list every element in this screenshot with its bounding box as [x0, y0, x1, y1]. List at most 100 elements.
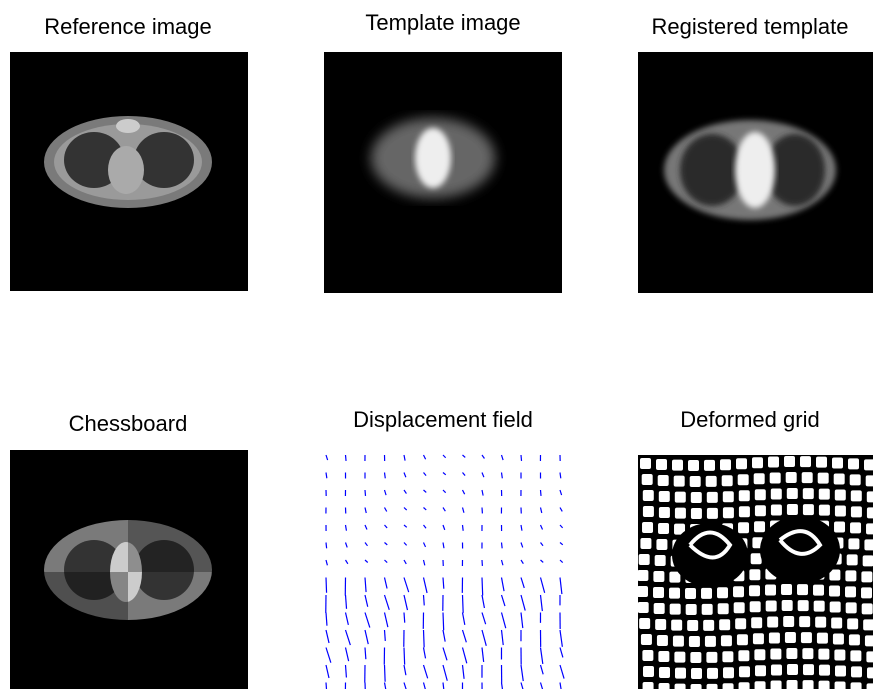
grid-cell	[770, 648, 781, 659]
arrow	[424, 648, 426, 659]
grid-cell	[706, 652, 717, 663]
arrow	[560, 683, 563, 689]
arrow	[365, 525, 367, 529]
grid-cell	[863, 555, 873, 566]
arrow	[560, 648, 563, 658]
panel-title: Displacement field	[353, 407, 533, 432]
grid-cell	[819, 505, 830, 516]
arrow	[424, 683, 428, 689]
arrow	[463, 613, 465, 625]
grid-cell	[637, 570, 648, 581]
arrow	[365, 595, 368, 607]
arrow	[560, 543, 563, 545]
grid-cell	[737, 634, 748, 645]
grid-cell	[851, 682, 862, 689]
registered-image	[638, 52, 873, 293]
grid-cell	[702, 604, 713, 615]
grid-cell	[675, 684, 686, 689]
grid-cell	[835, 505, 846, 516]
arrow	[404, 613, 405, 623]
grid-cell	[848, 458, 859, 469]
arrow	[346, 665, 347, 677]
arrow	[521, 595, 525, 611]
arrow	[424, 473, 427, 476]
arrow	[443, 455, 446, 458]
grid-cell	[755, 681, 766, 689]
grid-cell	[864, 459, 873, 470]
grid-cell	[739, 506, 750, 517]
grid-cell	[769, 632, 780, 643]
grid-cell	[866, 523, 873, 534]
grid-cell	[814, 601, 825, 612]
grid-cell	[656, 539, 667, 550]
grid-cell	[803, 504, 814, 515]
arrow	[424, 560, 425, 565]
grid-cell	[673, 636, 684, 647]
grid-cell	[736, 458, 747, 469]
grid-cell	[845, 586, 856, 597]
grid-cell	[722, 475, 733, 486]
arrow	[346, 455, 347, 461]
grid-cell	[832, 457, 843, 468]
grid-cell	[835, 681, 846, 689]
reference-image	[10, 52, 248, 291]
grid-cell	[675, 492, 686, 503]
grid-cell	[845, 570, 856, 581]
arrow	[482, 613, 486, 625]
arrow	[443, 543, 444, 549]
grid-cell	[670, 604, 681, 615]
arrow	[385, 560, 388, 563]
grid-cell	[659, 667, 670, 678]
grid-cell	[653, 571, 664, 582]
grid-cell	[851, 666, 862, 677]
arrow	[560, 578, 562, 595]
grid-cell	[833, 633, 844, 644]
grid-cell	[704, 460, 715, 471]
arrow	[463, 665, 465, 679]
panel-title: Template image	[365, 10, 520, 35]
grid-cell	[691, 492, 702, 503]
arrow	[404, 543, 407, 546]
arrow	[346, 630, 351, 645]
grid-cell	[849, 634, 860, 645]
grid-cell	[818, 649, 829, 660]
grid-cell	[867, 667, 873, 678]
grid-cell	[706, 476, 717, 487]
arrow	[365, 508, 366, 513]
grid-cell	[786, 472, 797, 483]
grid-cell	[813, 585, 824, 596]
grid-cell	[751, 553, 762, 564]
arrow	[541, 665, 544, 674]
arrow	[385, 543, 388, 545]
arrow	[424, 578, 428, 593]
grid-cell	[851, 506, 862, 517]
grid-cell	[802, 648, 813, 659]
arrow	[424, 455, 426, 459]
grid-cell	[803, 488, 814, 499]
grid-cell	[861, 587, 872, 598]
grid-cell	[723, 683, 734, 689]
grid-cell	[686, 604, 697, 615]
arrow	[365, 560, 368, 562]
grid-cell	[819, 489, 830, 500]
grid-cell	[707, 684, 718, 689]
grid-cell	[739, 682, 750, 689]
arrow	[502, 560, 503, 565]
grid-cell	[770, 472, 781, 483]
grid-cell	[739, 490, 750, 501]
grid-cell	[687, 620, 698, 631]
grid-cell	[831, 617, 842, 628]
arrow	[463, 508, 464, 513]
arrow	[560, 490, 562, 495]
arrow	[541, 490, 542, 496]
grid-cell	[816, 457, 827, 468]
arrow	[365, 648, 366, 660]
arrow	[560, 525, 563, 528]
arrow	[326, 543, 327, 549]
grid-cell	[766, 600, 777, 611]
grid-cell	[867, 683, 873, 689]
arrow	[365, 543, 367, 546]
arrow	[326, 560, 327, 565]
arrow	[385, 473, 386, 479]
grid-cell	[817, 633, 828, 644]
